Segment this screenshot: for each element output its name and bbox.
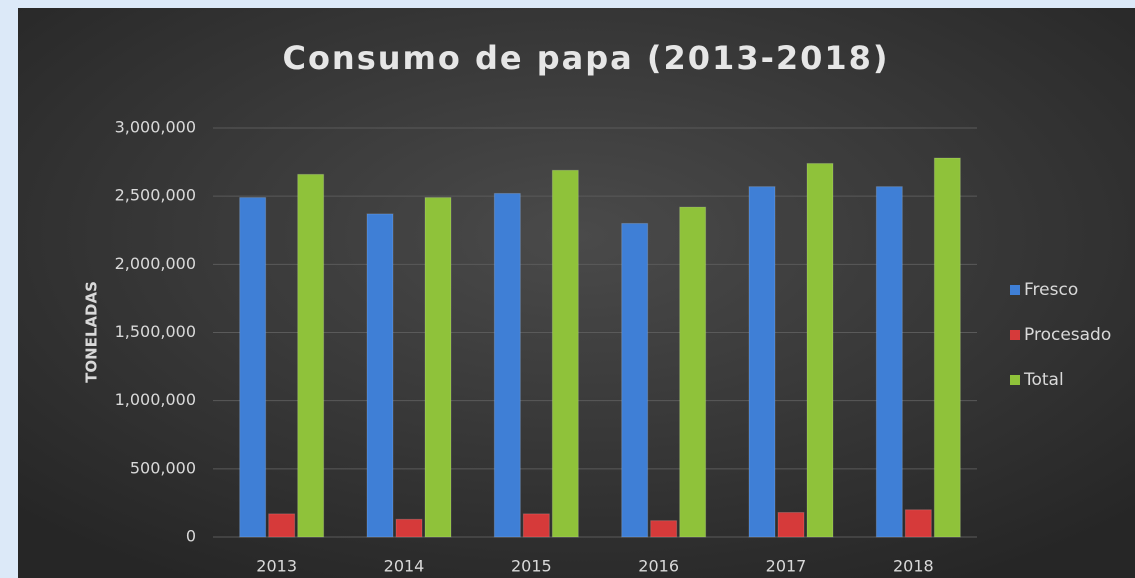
y-axis-label: TONELADAS xyxy=(83,281,101,383)
x-tick-label: 2017 xyxy=(766,557,807,576)
bar xyxy=(806,162,834,538)
bar xyxy=(777,511,805,538)
legend-label: Procesado xyxy=(1024,325,1111,345)
bar xyxy=(679,206,707,538)
bar xyxy=(933,157,961,538)
y-tick-label: 1,500,000 xyxy=(115,322,196,341)
legend-swatch xyxy=(1010,375,1020,385)
y-tick-label: 1,000,000 xyxy=(115,390,196,409)
legend-swatch xyxy=(1010,285,1020,295)
x-tick-label: 2014 xyxy=(384,557,425,576)
bar xyxy=(904,509,932,538)
y-tick-label: 2,500,000 xyxy=(115,186,196,205)
y-tick-label: 3,000,000 xyxy=(115,118,196,137)
x-tick-label: 2013 xyxy=(256,557,297,576)
legend-label: Total xyxy=(1023,370,1064,390)
bar xyxy=(239,197,267,538)
bar xyxy=(650,520,678,538)
bar xyxy=(297,173,325,538)
y-tick-label: 2,000,000 xyxy=(115,254,196,273)
bar xyxy=(493,192,521,538)
bar xyxy=(875,186,903,538)
bar xyxy=(522,513,550,538)
x-tick-label: 2015 xyxy=(511,557,552,576)
legend-swatch xyxy=(1010,330,1020,340)
bar xyxy=(424,197,452,538)
y-tick-label: 0 xyxy=(186,527,196,546)
y-tick-label: 500,000 xyxy=(130,458,196,477)
bar xyxy=(268,513,296,538)
bar xyxy=(748,186,776,538)
x-tick-label: 2016 xyxy=(638,557,679,576)
bar xyxy=(395,518,423,538)
bar xyxy=(366,213,394,538)
chart-title: Consumo de papa (2013-2018) xyxy=(282,39,889,77)
legend-label: Fresco xyxy=(1024,280,1078,300)
x-tick-label: 2018 xyxy=(893,557,934,576)
bar xyxy=(621,222,649,538)
bar xyxy=(551,169,579,538)
